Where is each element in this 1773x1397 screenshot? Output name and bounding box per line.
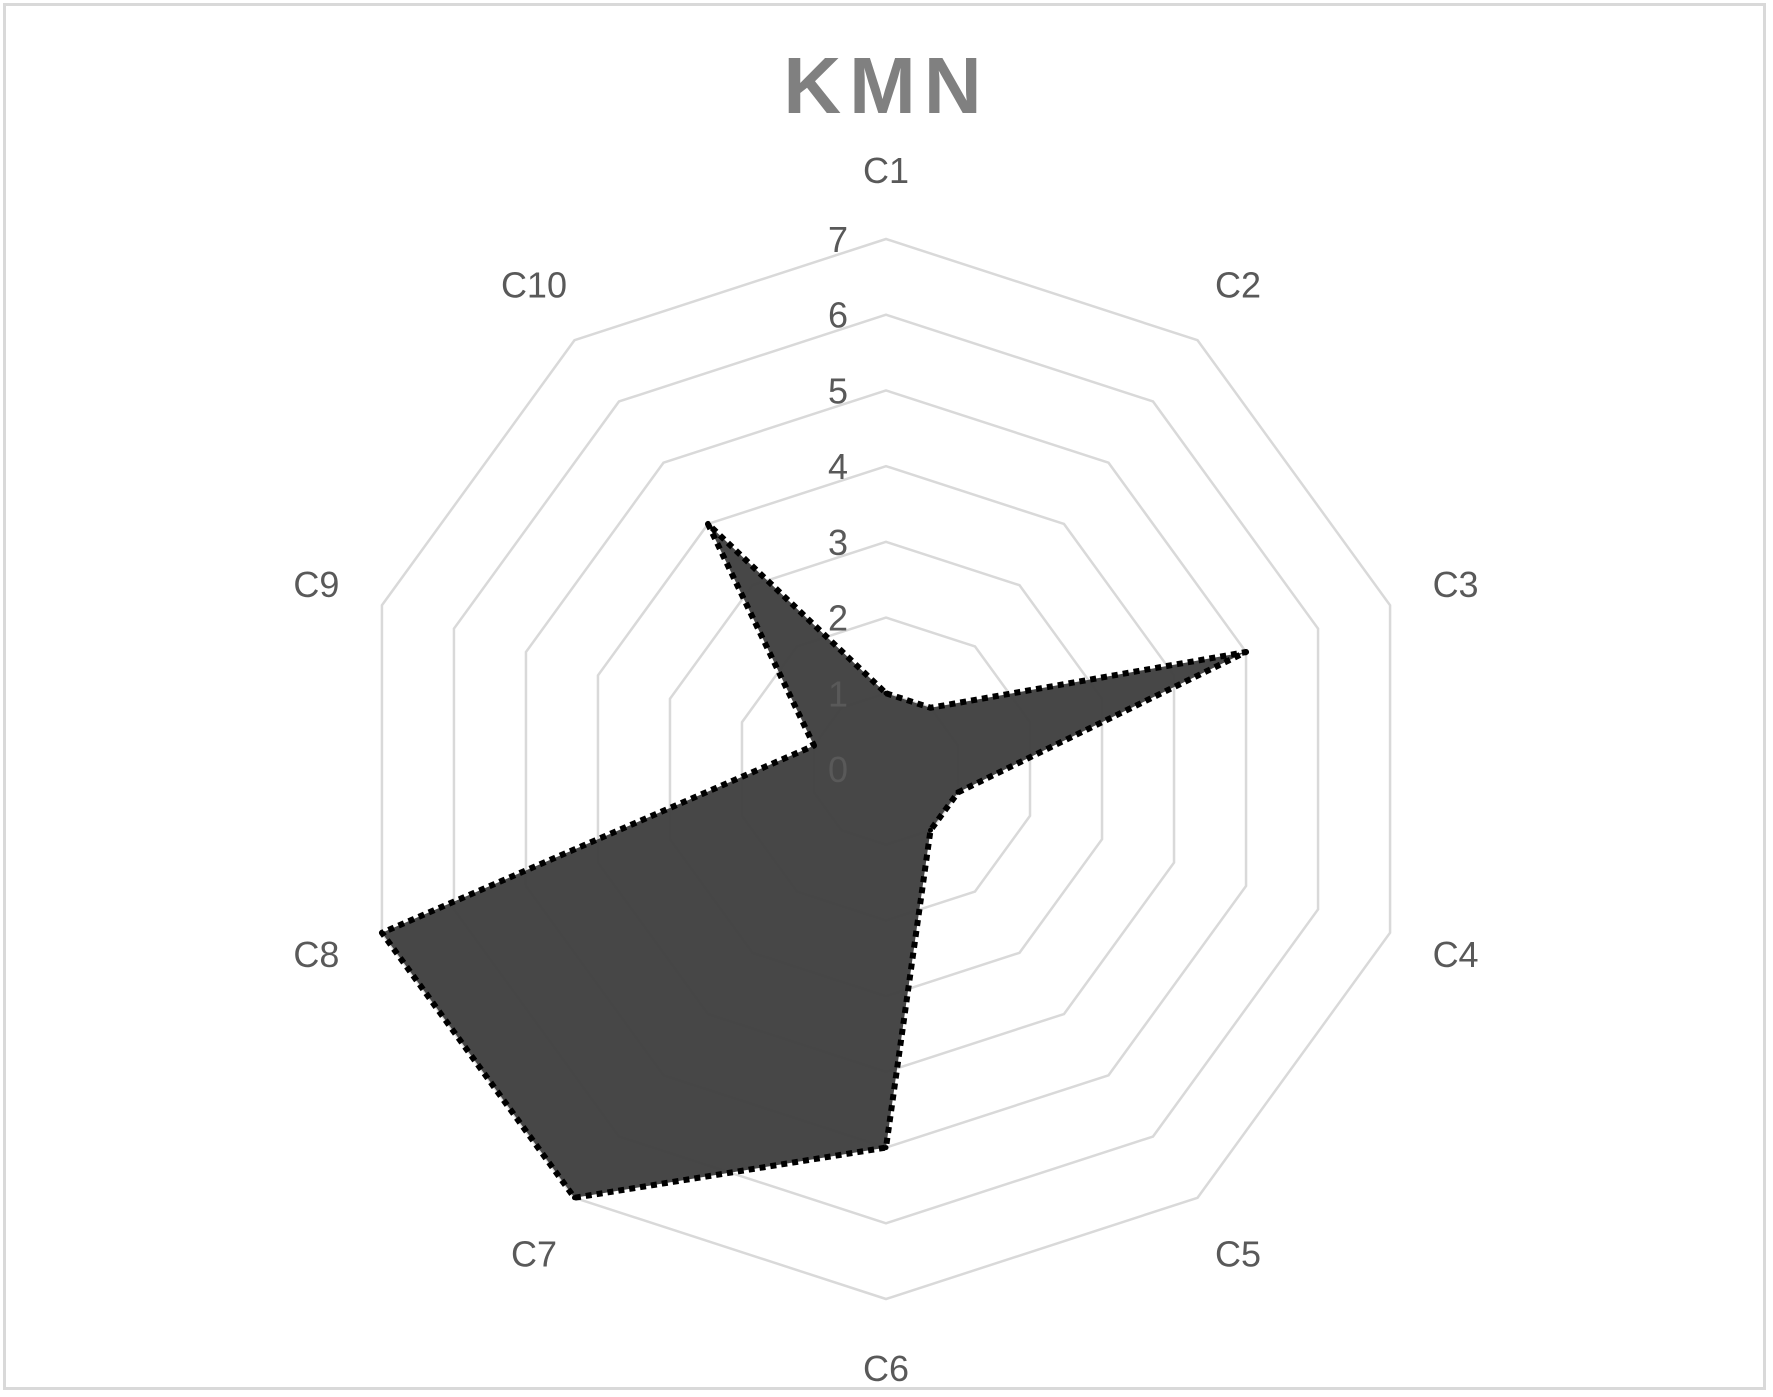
data-point-c10	[705, 521, 711, 527]
category-label-c2: C2	[1215, 264, 1261, 305]
category-label-c5: C5	[1215, 1234, 1261, 1275]
tick-label-3: 3	[828, 522, 848, 563]
data-point-c6	[883, 1145, 889, 1151]
category-label-c3: C3	[1433, 564, 1479, 605]
category-label-c1: C1	[863, 150, 909, 191]
data-point-c4	[955, 789, 961, 795]
grid-ring-6	[452, 313, 1320, 1225]
data-point-c3	[1243, 649, 1249, 655]
tick-label-1: 1	[828, 673, 848, 714]
data-point-c5	[928, 827, 934, 833]
tick-label-0: 0	[828, 749, 848, 790]
category-label-c6: C6	[863, 1348, 909, 1389]
data-point-c8	[379, 930, 385, 936]
tick-label-7: 7	[828, 219, 848, 260]
chart-title: KMN	[783, 41, 990, 130]
data-point-c2	[928, 705, 934, 711]
data-point-c1	[883, 690, 889, 696]
category-labels: C1 C2 C3 C4 C5 C6 C7 C8 C9 C10	[293, 150, 1478, 1389]
category-label-c4: C4	[1433, 934, 1479, 975]
category-label-c7: C7	[511, 1234, 557, 1275]
tick-label-4: 4	[828, 446, 848, 487]
category-label-c9: C9	[293, 564, 339, 605]
series-area-0	[381, 523, 1247, 1198]
tick-label-5: 5	[828, 370, 848, 411]
radar-series	[378, 520, 1250, 1201]
data-point-c7	[571, 1195, 577, 1201]
grid-ring-7	[380, 237, 1392, 1301]
tick-label-6: 6	[828, 295, 848, 336]
tick-label-2: 2	[828, 598, 848, 639]
category-label-c8: C8	[293, 934, 339, 975]
category-label-c10: C10	[501, 264, 567, 305]
data-point-c9	[811, 743, 817, 749]
radial-tick-labels: 0 1 2 3 4 5 6 7	[828, 219, 848, 790]
